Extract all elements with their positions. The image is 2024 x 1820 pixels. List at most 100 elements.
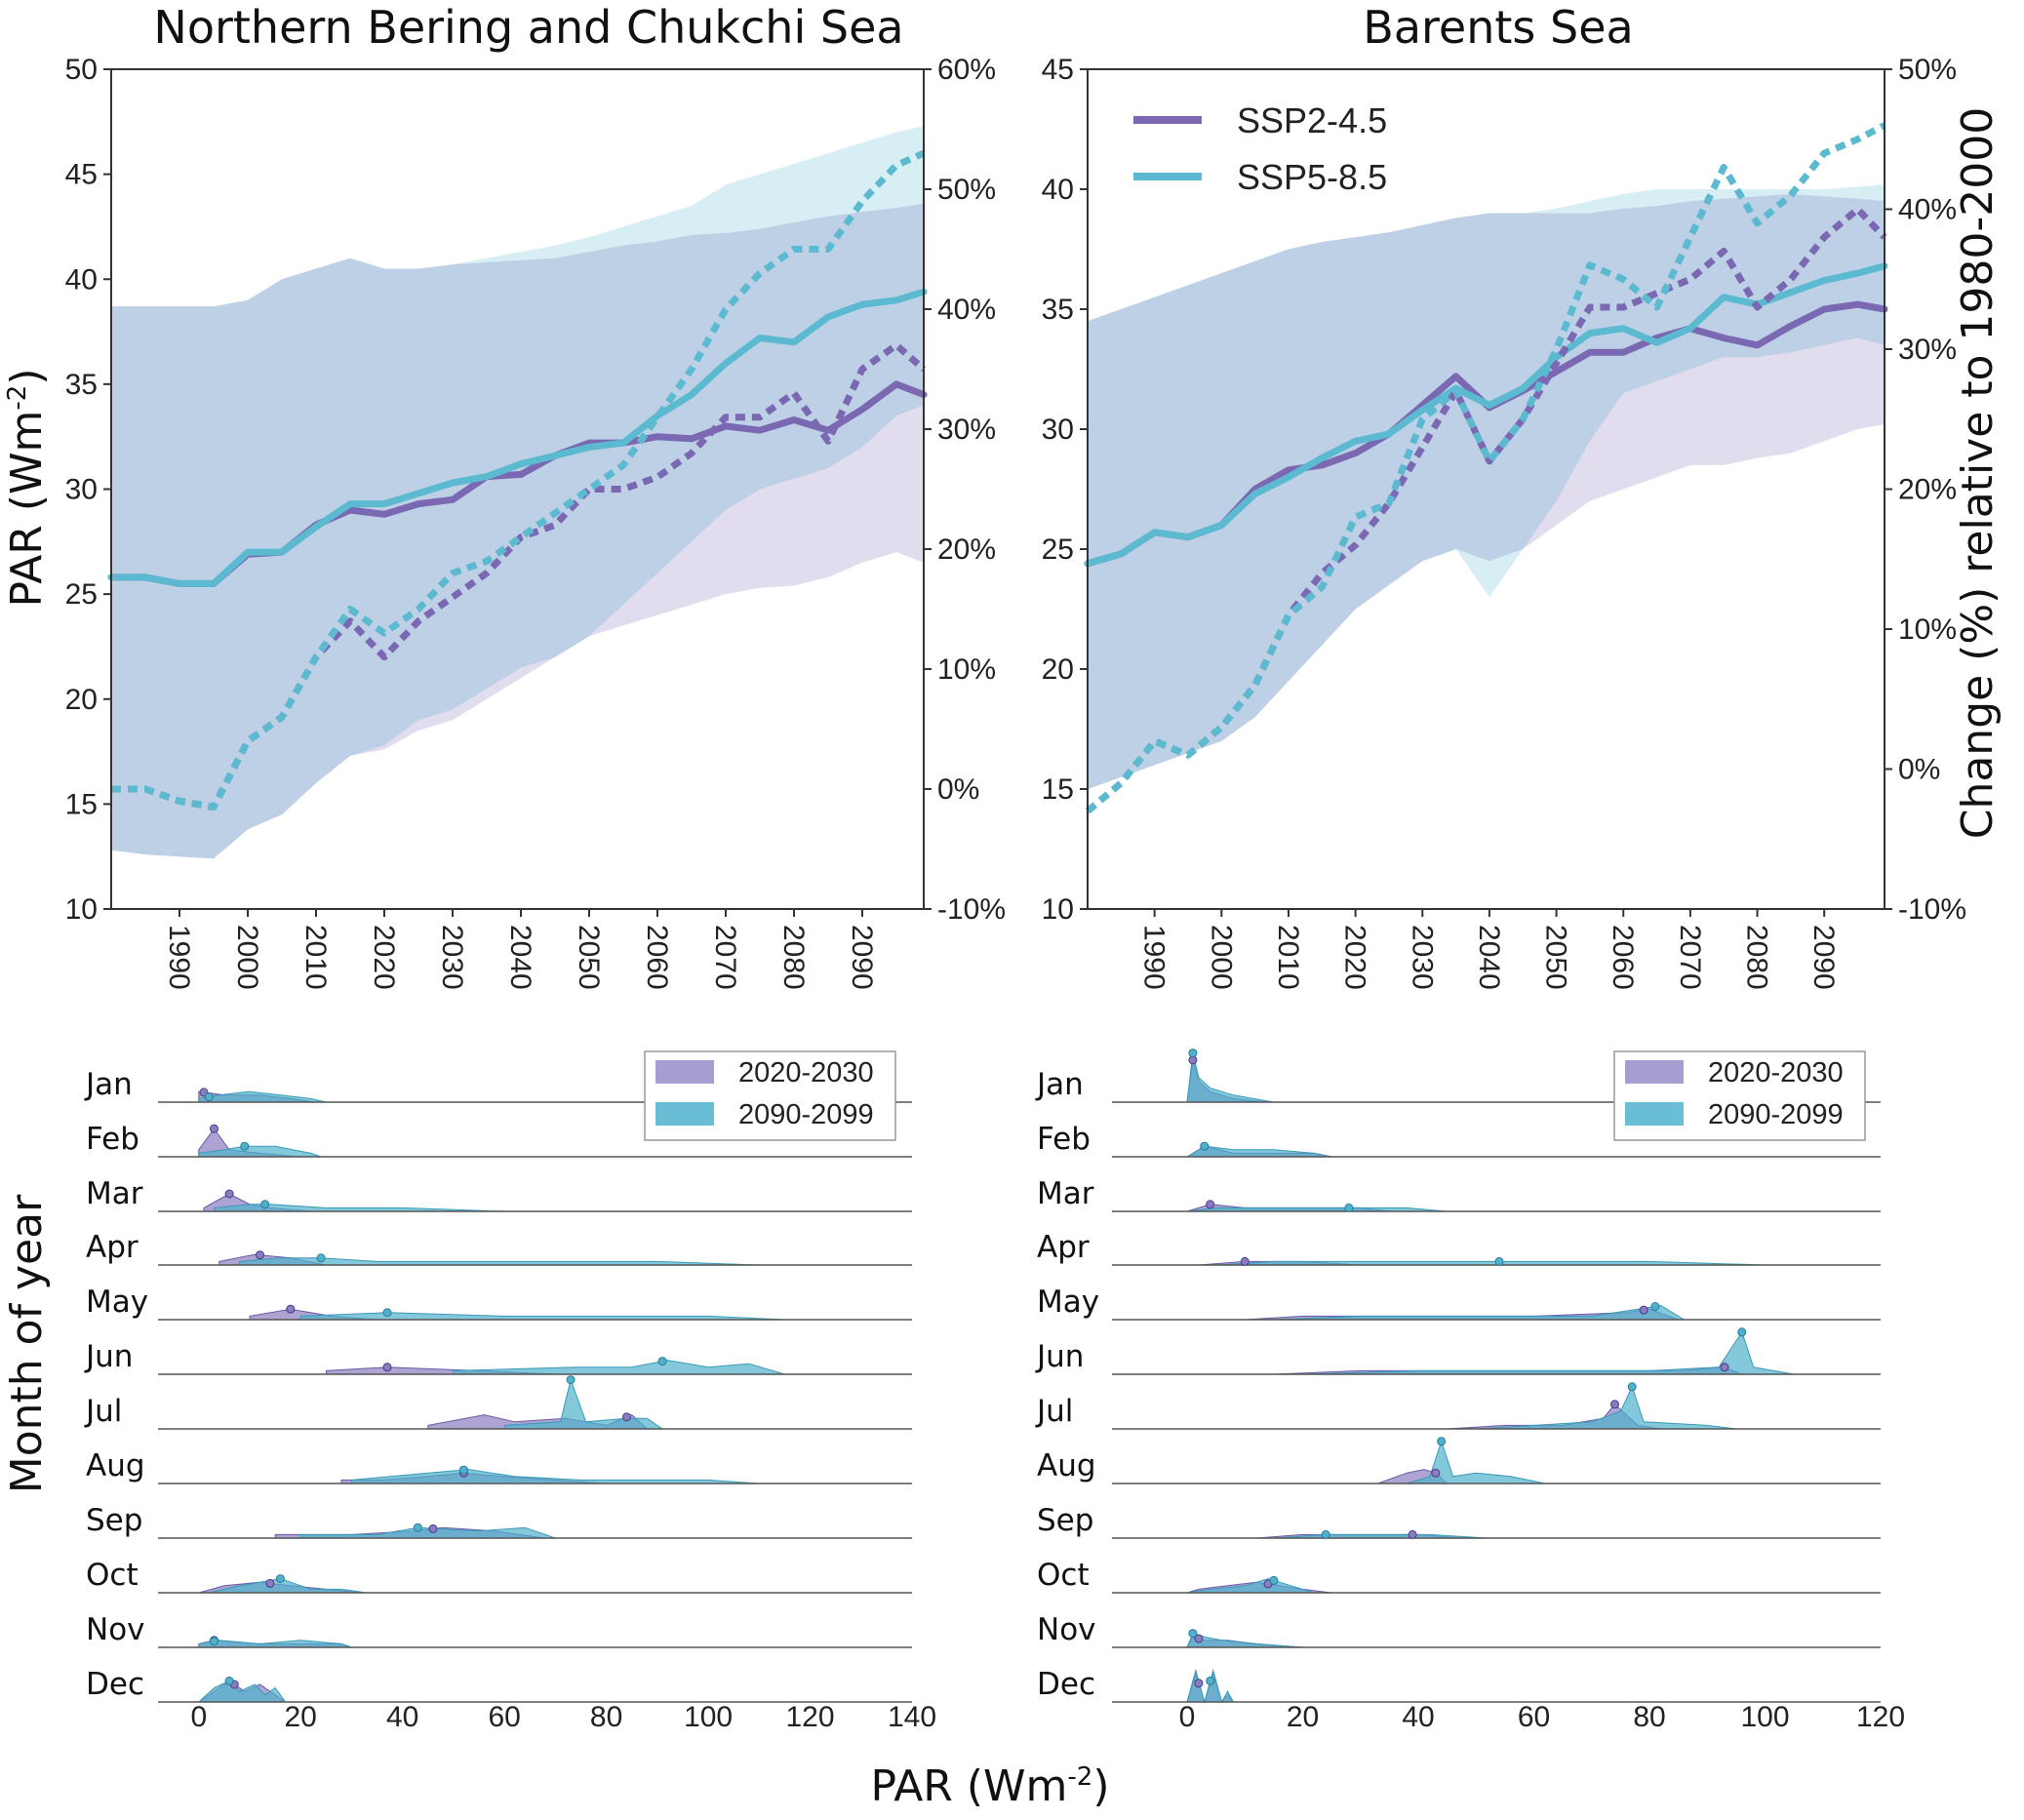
x-tick-label: 2080 xyxy=(777,925,810,990)
legend-swatch-2020-2030 xyxy=(655,1060,714,1084)
ridge-oct: Oct xyxy=(86,1558,912,1594)
legend-label-2020-2030: 2020-2030 xyxy=(1708,1057,1844,1088)
x-tick-label: 1990 xyxy=(163,925,195,990)
median-marker-2020-2030 xyxy=(1610,1400,1619,1409)
legend-swatch-2090-2099 xyxy=(655,1102,714,1126)
uncertainty-bands xyxy=(111,126,924,859)
density-2090-2099 xyxy=(1186,1578,1315,1594)
y-tick-label: 30 xyxy=(1042,414,1074,446)
x-tick-label: 0 xyxy=(190,1701,207,1733)
month-label: Jun xyxy=(1035,1339,1084,1374)
median-marker-2020-2030 xyxy=(1194,1679,1204,1688)
month-label: Aug xyxy=(86,1448,145,1484)
density-2090-2099 xyxy=(1273,1305,1687,1321)
y-tick-label: 50 xyxy=(65,54,98,86)
median-marker-2090-2099 xyxy=(458,1465,468,1475)
x-tick-label: 2010 xyxy=(1272,925,1304,990)
ridge-sep: Sep xyxy=(86,1503,912,1539)
density-2090-2099 xyxy=(1407,1440,1546,1484)
median-marker-2090-2099 xyxy=(1627,1382,1637,1392)
ridge-may: May xyxy=(86,1285,912,1321)
y-tick-label: 45 xyxy=(65,159,98,191)
median-marker-2090-2099 xyxy=(1188,1629,1198,1639)
series-lines xyxy=(107,149,928,811)
ridge-x-ticks: 0 20 40 60 80 100 120 xyxy=(1179,1701,1905,1733)
density-2090-2099 xyxy=(1186,1052,1274,1103)
y2-tick-label: 30% xyxy=(937,414,996,446)
ridge-mar: Mar xyxy=(1037,1176,1881,1212)
x-tick-label: 2050 xyxy=(1540,925,1572,990)
median-marker-2090-2099 xyxy=(566,1375,575,1385)
month-label: Jul xyxy=(1035,1394,1073,1429)
x-tick-label: 2040 xyxy=(504,925,536,990)
y-tick-label: 25 xyxy=(65,578,98,611)
ridge-jul: Jul xyxy=(84,1375,912,1430)
series-lines xyxy=(1084,122,1888,814)
median-marker-2020-2030 xyxy=(1206,1200,1215,1209)
x-tick-label: 140 xyxy=(888,1701,936,1733)
month-label: Dec xyxy=(86,1667,144,1702)
x-tick-label: 60 xyxy=(489,1701,521,1733)
x-tick-label: 80 xyxy=(590,1701,622,1733)
panel-title-barents: Barents Sea xyxy=(1363,1,1633,54)
month-label: Feb xyxy=(1037,1122,1091,1157)
ridgeline-panel-bering: Jan Feb Mar Apr May Jun Jul Aug Sep Oct Nov Dec 0 20 4… xyxy=(84,1067,936,1733)
density-2090-2099 xyxy=(198,1090,327,1103)
month-label: Mar xyxy=(86,1176,143,1211)
ridge-jun: Jun xyxy=(84,1339,912,1375)
median-marker-2090-2099 xyxy=(1206,1676,1215,1685)
density-2090-2099 xyxy=(1302,1330,1795,1375)
x-tick-label: 60 xyxy=(1518,1701,1550,1733)
y-tick-label: 20 xyxy=(1042,653,1074,686)
median-marker-2020-2030 xyxy=(224,1189,234,1199)
ridge-may: May xyxy=(1037,1285,1881,1321)
legend-swatch-2020-2030 xyxy=(1625,1060,1684,1084)
y2-tick-label: 40% xyxy=(937,294,996,326)
x-tick-label: 20 xyxy=(285,1701,317,1733)
median-marker-2090-2099 xyxy=(1321,1529,1330,1539)
median-marker-2090-2099 xyxy=(1437,1437,1447,1446)
median-marker-2090-2099 xyxy=(316,1253,326,1263)
y-tick-label: 10 xyxy=(1042,893,1074,926)
month-label: May xyxy=(1037,1285,1099,1320)
median-marker-2020-2030 xyxy=(265,1578,275,1588)
ridge-apr: Apr xyxy=(1037,1230,1881,1266)
density-2090-2099 xyxy=(453,1360,785,1375)
median-marker-2090-2099 xyxy=(413,1523,422,1532)
month-label: Feb xyxy=(86,1122,139,1157)
median-marker-2090-2099 xyxy=(1200,1141,1210,1151)
density-2090-2099 xyxy=(239,1257,760,1266)
median-marker-2090-2099 xyxy=(1344,1203,1354,1212)
x-tick-label: 2040 xyxy=(1473,925,1505,990)
ridge-nov: Nov xyxy=(1037,1612,1881,1648)
y2-tick-label: 0% xyxy=(937,773,979,806)
month-label: Sep xyxy=(1037,1503,1093,1538)
month-label: Nov xyxy=(1037,1612,1096,1647)
y-tick-label: 20 xyxy=(65,684,98,716)
y2-tick-label: 50% xyxy=(1898,54,1957,86)
y-tick-label: 25 xyxy=(1042,534,1074,566)
left-y-ticks: 10 15 20 25 30 35 40 45 xyxy=(1042,54,1088,926)
y2-tick-label: 10% xyxy=(1898,613,1957,646)
month-label: Sep xyxy=(86,1503,142,1538)
median-marker-2020-2030 xyxy=(428,1523,438,1533)
x-tick-label: 2050 xyxy=(573,925,605,990)
y2-tick-label: -10% xyxy=(937,893,1006,926)
density-2090-2099 xyxy=(1186,1632,1303,1648)
x-tick-label: 100 xyxy=(684,1701,733,1733)
ridge-jun: Jun xyxy=(1035,1327,1881,1375)
band-overlap xyxy=(1088,193,1885,789)
ridge-aug: Aug xyxy=(86,1448,912,1484)
y-tick-label: 35 xyxy=(1042,294,1074,326)
median-marker-2020-2030 xyxy=(286,1304,296,1314)
legend-label-2090-2099: 2090-2099 xyxy=(738,1099,874,1130)
legend-label-2090-2099: 2090-2099 xyxy=(1708,1099,1844,1130)
x-tick-label: 2070 xyxy=(709,925,741,990)
x-tick-label: 2020 xyxy=(1339,925,1371,990)
ridge-x-ticks: 0 20 40 60 80 100 120 140 xyxy=(190,1701,936,1733)
median-marker-2090-2099 xyxy=(204,1092,214,1102)
x-tick-label: 2060 xyxy=(641,925,673,990)
median-marker-2020-2030 xyxy=(1639,1305,1648,1315)
panel-title-bering: Northern Bering and Chukchi Sea xyxy=(153,1,903,54)
ridge-mar: Mar xyxy=(86,1176,912,1212)
